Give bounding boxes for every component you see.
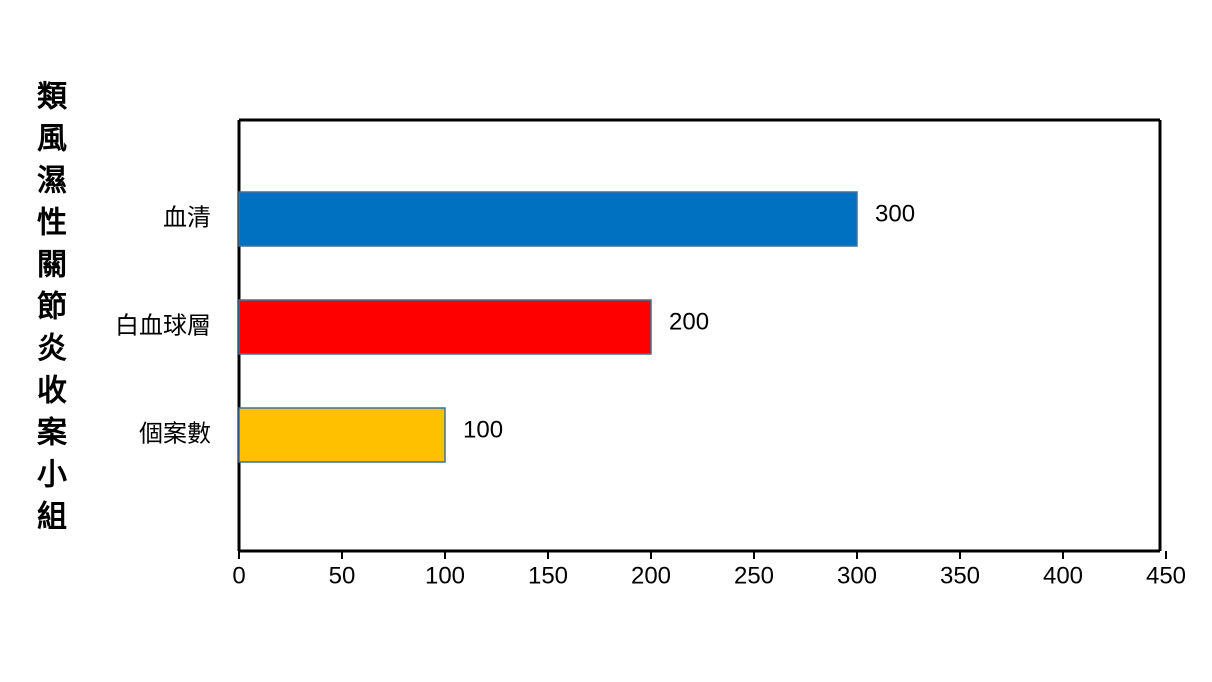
x-tick-label: 100 — [425, 562, 465, 589]
x-tick-label: 50 — [329, 562, 356, 589]
x-tick-label: 450 — [1146, 562, 1186, 589]
x-tick-label: 300 — [837, 562, 877, 589]
x-tick-label: 250 — [734, 562, 774, 589]
value-label: 200 — [669, 308, 709, 335]
x-tick-label: 150 — [528, 562, 568, 589]
chart-title: 類風濕性關節炎收案小組 — [31, 80, 66, 542]
y-tick-label: 白血球層 — [115, 312, 211, 340]
x-tick-label: 200 — [631, 562, 671, 589]
bar — [238, 407, 446, 463]
x-tick-label: 400 — [1043, 562, 1083, 589]
x-tick-label: 0 — [232, 562, 245, 589]
y-tick-label: 個案數 — [139, 420, 211, 448]
bar — [238, 299, 652, 355]
y-tick-label: 血清 — [163, 204, 211, 232]
value-label: 100 — [463, 416, 503, 443]
x-tick-label: 350 — [940, 562, 980, 589]
value-label: 300 — [875, 200, 915, 227]
bar — [238, 191, 858, 247]
